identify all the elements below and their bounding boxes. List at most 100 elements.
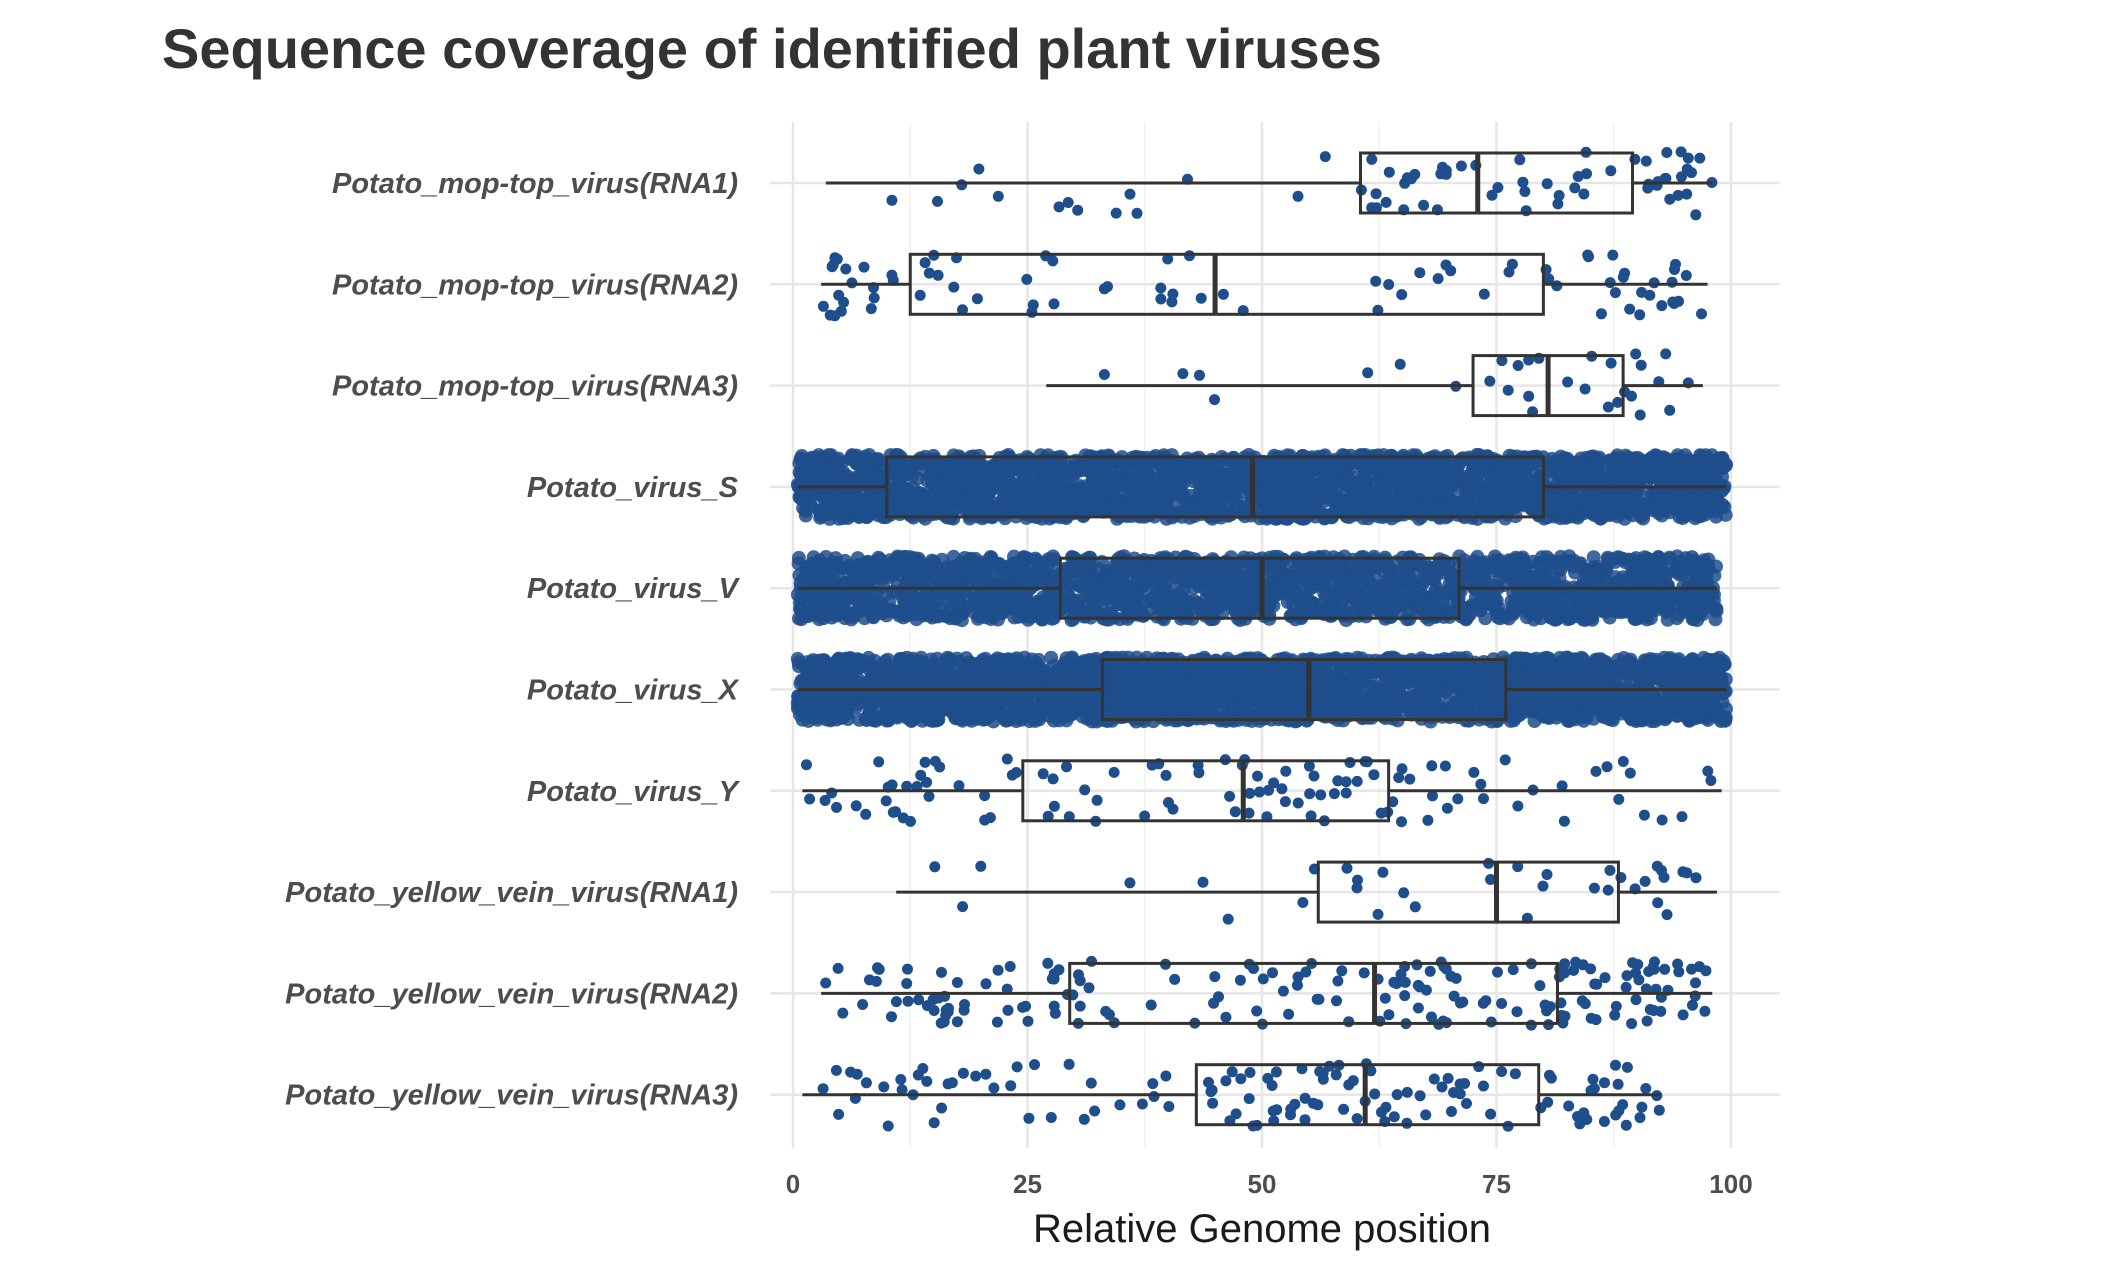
data-point xyxy=(1709,604,1724,618)
data-point xyxy=(908,607,923,622)
data-point xyxy=(1630,348,1642,360)
data-point xyxy=(1670,258,1681,270)
data-point xyxy=(888,500,903,515)
data-point xyxy=(1047,255,1059,267)
data-point xyxy=(919,257,931,269)
data-point xyxy=(1497,463,1512,478)
data-point xyxy=(1477,483,1492,498)
data-point xyxy=(846,609,861,624)
data-point xyxy=(1569,609,1584,624)
data-point xyxy=(1683,486,1698,501)
data-point xyxy=(1383,166,1395,178)
data-point xyxy=(1616,551,1630,566)
data-point xyxy=(1658,451,1673,466)
data-point xyxy=(1159,457,1173,472)
data-point xyxy=(1098,482,1113,497)
data-point xyxy=(1305,568,1320,583)
data-point xyxy=(865,303,877,315)
data-point xyxy=(1455,160,1467,172)
data-point xyxy=(1675,146,1687,158)
data-point xyxy=(1703,494,1717,508)
data-point xyxy=(1220,584,1235,599)
data-point xyxy=(1664,404,1676,416)
data-point xyxy=(1690,209,1702,221)
data-point xyxy=(1093,502,1108,517)
data-point xyxy=(1366,202,1378,214)
data-point xyxy=(1662,592,1677,607)
data-point xyxy=(1612,396,1624,408)
data-point xyxy=(987,464,1001,479)
data-point xyxy=(1110,207,1122,219)
data-point xyxy=(835,305,847,317)
data-point xyxy=(1610,590,1625,605)
data-point xyxy=(1660,348,1672,360)
data-point xyxy=(1670,549,1685,564)
data-point xyxy=(1664,193,1676,205)
data-point xyxy=(1343,477,1358,492)
data-point xyxy=(1459,484,1474,499)
data-point xyxy=(868,494,883,508)
data-point xyxy=(1557,554,1572,569)
data-point xyxy=(1681,163,1693,175)
data-point xyxy=(1519,186,1531,197)
data-point xyxy=(1553,190,1565,201)
data-point xyxy=(1062,197,1074,208)
data-point xyxy=(1195,489,1210,504)
data-point xyxy=(1688,603,1703,618)
data-point xyxy=(1570,498,1584,513)
data-point xyxy=(1644,289,1656,301)
points-3 xyxy=(1098,348,1694,421)
data-point xyxy=(1246,584,1261,599)
data-point xyxy=(1491,480,1506,495)
data-point xyxy=(1676,171,1687,183)
data-point xyxy=(1593,507,1608,522)
data-point xyxy=(1159,511,1174,526)
data-point xyxy=(1277,584,1292,599)
data-point xyxy=(1205,465,1220,480)
data-point xyxy=(1089,452,1104,467)
data-point xyxy=(1560,451,1575,466)
data-point xyxy=(868,292,880,304)
data-point xyxy=(1656,300,1668,312)
data-point xyxy=(1680,270,1692,281)
data-point xyxy=(860,602,875,617)
data-point xyxy=(948,281,960,293)
data-point xyxy=(827,259,839,271)
data-point xyxy=(1432,273,1444,285)
data-point xyxy=(1588,464,1603,479)
data-point xyxy=(1512,360,1524,371)
data-point xyxy=(1478,288,1490,300)
data-point xyxy=(1442,500,1457,515)
data-point xyxy=(1370,188,1382,200)
data-point xyxy=(1102,281,1113,293)
data-point xyxy=(1403,591,1418,605)
data-point xyxy=(1390,588,1405,603)
data-point xyxy=(1572,171,1584,182)
data-point xyxy=(1033,495,1048,510)
data-point xyxy=(902,563,917,578)
data-point xyxy=(1102,569,1117,584)
data-point xyxy=(1583,251,1594,263)
data-point xyxy=(932,269,944,281)
data-point xyxy=(1661,147,1673,158)
data-point xyxy=(1178,574,1193,589)
points-4 xyxy=(790,447,1734,526)
data-point xyxy=(932,195,943,207)
data-point xyxy=(1077,558,1092,573)
data-point xyxy=(1031,477,1046,492)
data-point xyxy=(1098,369,1110,380)
data-point xyxy=(992,190,1004,202)
data-point xyxy=(1027,299,1039,311)
data-point xyxy=(1552,198,1564,210)
data-point xyxy=(1621,468,1636,483)
data-point xyxy=(1206,598,1221,613)
data-point xyxy=(1604,277,1616,289)
data-point xyxy=(1399,452,1414,466)
data-point xyxy=(1341,568,1356,583)
data-point xyxy=(1524,602,1539,617)
data-point xyxy=(1573,556,1588,571)
data-point xyxy=(914,289,926,301)
data-point xyxy=(1293,558,1307,573)
data-point xyxy=(1634,309,1646,321)
data-point xyxy=(1041,552,1056,567)
